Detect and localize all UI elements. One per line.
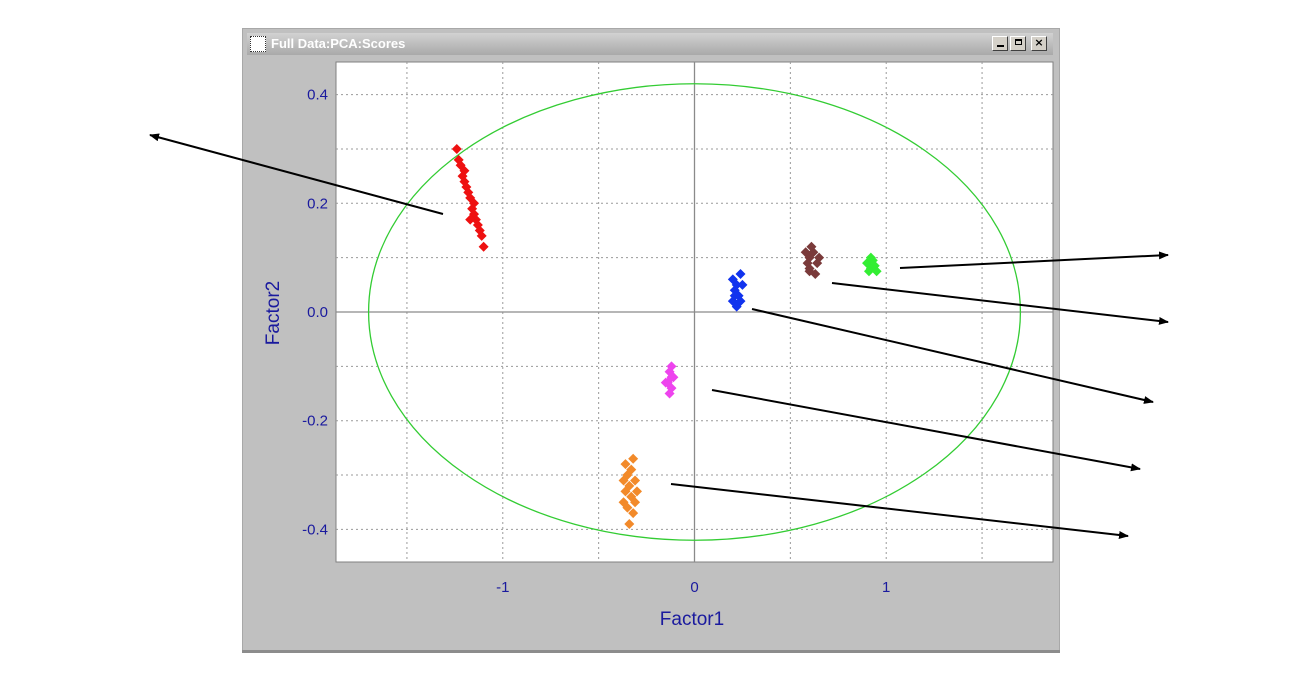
x-tick-label: 0: [690, 579, 698, 596]
y-tick-label: 0.2: [307, 195, 328, 212]
minimize-button[interactable]: [992, 36, 1008, 51]
data-point: [478, 241, 489, 252]
tick-labels: -1 0 1 0.4 0.2 0.0 -0.2 -0.4: [302, 87, 890, 596]
maximize-button[interactable]: [1010, 36, 1026, 51]
confidence-ellipse: [367, 83, 1022, 541]
data-point: [624, 518, 635, 529]
x-tick-label: -1: [496, 579, 509, 596]
data-point: [630, 497, 641, 508]
y-axis-label: Factor2: [263, 281, 284, 345]
data-point: [620, 486, 631, 497]
data-point: [735, 296, 746, 307]
title-bar[interactable]: Full Data:PCA:Scores ×: [247, 33, 1053, 55]
arrow-red-cluster: [149, 133, 444, 215]
data-point: [664, 388, 675, 399]
maximize-icon: [1014, 39, 1022, 45]
data-point: [735, 268, 746, 279]
annotation-arrows: [149, 133, 1169, 539]
data-point: [865, 252, 876, 263]
axes: [336, 62, 1053, 562]
data-point: [666, 372, 677, 383]
data-point: [729, 290, 740, 301]
data-point: [626, 464, 637, 475]
data-point: [660, 377, 671, 388]
close-button[interactable]: ×: [1031, 36, 1047, 51]
minimize-icon: [996, 45, 1004, 47]
data-point: [476, 230, 487, 241]
y-tick-label: -0.4: [302, 521, 328, 538]
window-bottom-edge: [242, 650, 1060, 653]
data-point: [871, 266, 882, 277]
y-tick-label: 0.4: [307, 87, 328, 104]
y-tick-label: -0.2: [302, 413, 328, 430]
x-tick-label: 1: [882, 579, 890, 596]
data-point: [802, 258, 813, 269]
y-tick-label: 0.0: [307, 304, 328, 321]
data-point: [628, 453, 639, 464]
arrow-blue-cluster: [751, 308, 1154, 404]
data-point: [618, 475, 629, 486]
data-points: [451, 143, 882, 529]
arrow-brown-cluster: [831, 282, 1169, 325]
arrow-magenta-cluster: [711, 389, 1141, 472]
x-axis-label: Factor1: [660, 609, 724, 630]
window-title: Full Data:PCA:Scores: [271, 36, 406, 51]
data-point: [814, 252, 825, 263]
data-point: [628, 508, 639, 519]
data-point: [618, 497, 629, 508]
data-point: [459, 165, 470, 176]
data-point: [451, 143, 462, 154]
data-point: [631, 486, 642, 497]
data-point: [806, 241, 817, 252]
arrow-orange-cluster: [670, 483, 1129, 539]
data-point: [804, 266, 815, 277]
window-icon[interactable]: [250, 36, 266, 52]
data-point: [737, 279, 748, 290]
data-point: [620, 459, 631, 470]
data-point: [863, 266, 874, 277]
data-point: [465, 214, 476, 225]
data-point: [630, 475, 641, 486]
arrow-green-cluster: [899, 251, 1169, 269]
data-point: [469, 198, 480, 209]
